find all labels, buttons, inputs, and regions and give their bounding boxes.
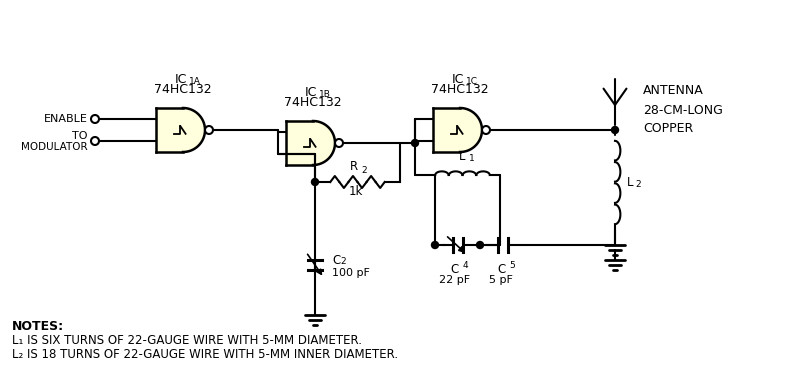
Circle shape — [477, 242, 483, 249]
Text: NOTES:: NOTES: — [12, 320, 64, 333]
Polygon shape — [286, 121, 335, 165]
Text: C: C — [332, 254, 340, 267]
Circle shape — [431, 242, 438, 249]
Text: IC: IC — [175, 73, 187, 86]
Circle shape — [91, 137, 99, 145]
Text: 1A: 1A — [189, 77, 201, 86]
Circle shape — [335, 139, 343, 147]
Circle shape — [311, 178, 318, 186]
Circle shape — [482, 126, 490, 134]
Circle shape — [91, 115, 99, 123]
Text: C: C — [450, 263, 458, 276]
Text: R: R — [350, 160, 358, 173]
Text: MODULATOR: MODULATOR — [22, 142, 88, 152]
Text: 1B: 1B — [319, 90, 331, 99]
Text: 22 pF: 22 pF — [439, 275, 470, 285]
Text: TO: TO — [73, 131, 88, 141]
Text: ENABLE: ENABLE — [44, 114, 88, 124]
Circle shape — [411, 140, 418, 147]
Text: 2: 2 — [362, 166, 367, 175]
Text: L₂ IS 18 TURNS OF 22-GAUGE WIRE WITH 5-MM INNER DIAMETER.: L₂ IS 18 TURNS OF 22-GAUGE WIRE WITH 5-M… — [12, 348, 398, 361]
Text: 2: 2 — [635, 180, 641, 189]
Text: 5 pF: 5 pF — [489, 275, 513, 285]
Circle shape — [611, 126, 618, 134]
Text: 4: 4 — [462, 261, 468, 270]
Polygon shape — [156, 108, 205, 152]
Text: IC: IC — [305, 86, 317, 99]
Text: 74HC132: 74HC132 — [154, 83, 212, 96]
Text: 74HC132: 74HC132 — [284, 96, 342, 109]
Text: 1k: 1k — [348, 185, 362, 198]
Text: ANTENNA
28-CM-LONG
COPPER: ANTENNA 28-CM-LONG COPPER — [643, 84, 723, 135]
Text: IC: IC — [452, 73, 464, 86]
Text: 2: 2 — [340, 258, 346, 267]
Text: 1C: 1C — [466, 77, 478, 86]
Text: L: L — [627, 176, 634, 189]
Text: L: L — [459, 150, 466, 163]
Text: 100 pF: 100 pF — [332, 268, 370, 278]
Circle shape — [205, 126, 213, 134]
Text: 1: 1 — [469, 154, 474, 163]
Text: 5: 5 — [509, 261, 514, 270]
Polygon shape — [433, 108, 482, 152]
Text: C: C — [497, 263, 505, 276]
Text: L₁ IS SIX TURNS OF 22-GAUGE WIRE WITH 5-MM DIAMETER.: L₁ IS SIX TURNS OF 22-GAUGE WIRE WITH 5-… — [12, 334, 362, 347]
Text: 74HC132: 74HC132 — [431, 83, 489, 96]
